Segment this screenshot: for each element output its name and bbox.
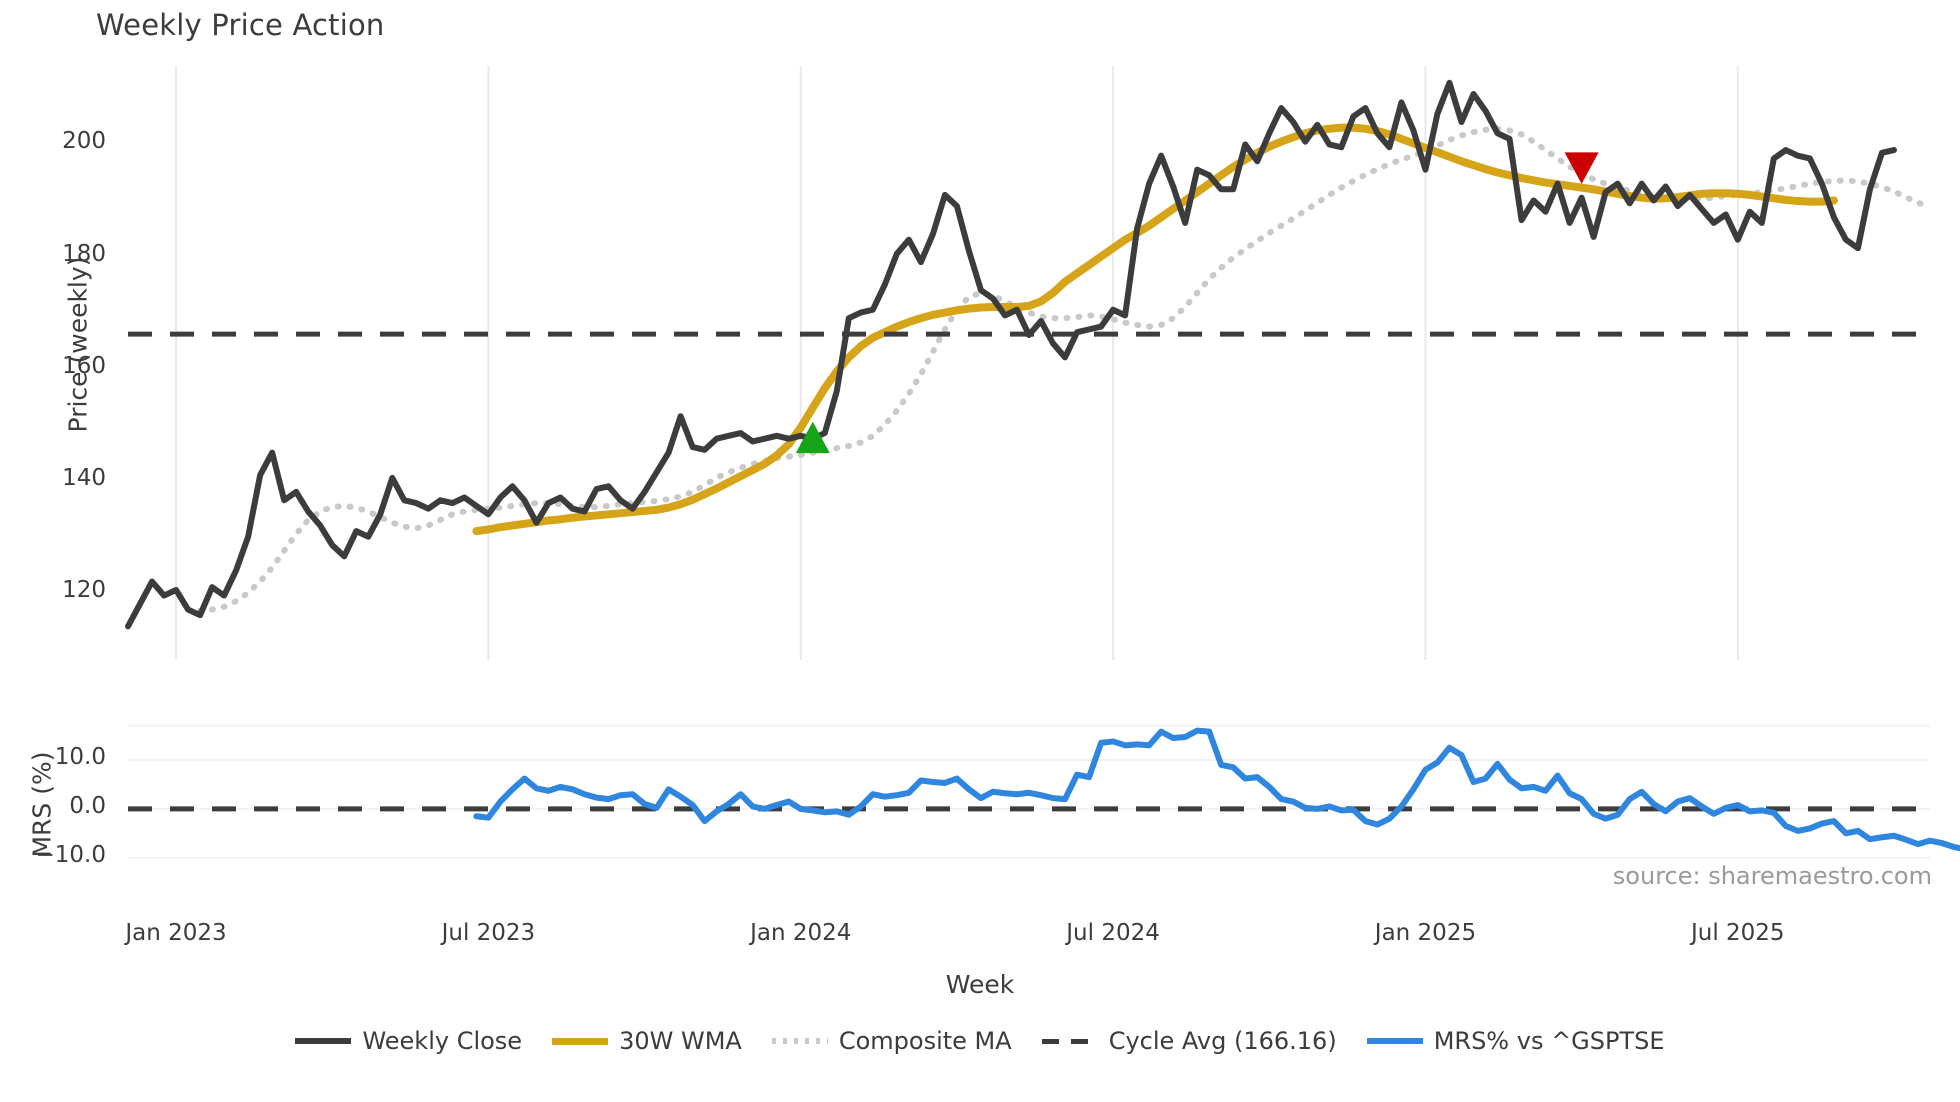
price-y-tick: 140 [62,464,106,491]
legend-label: 30W WMA [619,1027,742,1055]
price-y-tick: 200 [62,128,106,155]
signal-marker-layer [795,152,1599,454]
x-tick: Jul 2024 [1066,920,1160,946]
legend-label: Cycle Avg (166.16) [1108,1027,1337,1055]
x-axis-label: Week [945,970,1015,999]
chart-legend: Weekly Close 30W WMA Composite MA Cycle Avg… [0,1027,1960,1055]
grid-layer [128,66,1930,859]
price-y-tick: 120 [62,576,106,603]
price-series-layer [125,79,1933,630]
mrs-y-tick: −10.0 [35,841,106,868]
x-tick: Jul 2025 [1690,920,1785,946]
sell-signal-marker [1564,152,1599,184]
x-tick: Jan 2023 [125,920,227,946]
price-y-tick: 160 [62,352,106,379]
legend-item[interactable]: Composite MA [771,1027,1012,1055]
buy-signal-marker [795,421,830,454]
source-watermark: source: sharemaestro.com [1612,862,1932,890]
mrs-y-tick: 10.0 [54,744,106,770]
legend-item[interactable]: Cycle Avg (166.16) [1041,1027,1337,1055]
legend-item[interactable]: 30W WMA [552,1027,742,1055]
x-tick: Jan 2025 [1374,920,1477,946]
page-title: Weekly Price Action [96,8,385,42]
legend-item[interactable]: MRS% vs ^GSPTSE [1366,1027,1665,1055]
x-tick: Jul 2023 [441,920,536,946]
legend-label: MRS% vs ^GSPTSE [1433,1027,1665,1055]
mrs-line [473,727,1960,852]
mrs-y-tick: 0.0 [69,792,106,819]
wma-line [472,123,1838,536]
weekly-close-line [125,79,1897,630]
mrs-series-layer [128,727,1960,852]
price-y-tick: 180 [62,240,106,267]
legend-label: Weekly Close [362,1027,523,1055]
legend-item[interactable]: Weekly Close [295,1027,522,1055]
x-tick: Jan 2024 [750,920,852,946]
legend-label: Composite MA [838,1027,1012,1055]
